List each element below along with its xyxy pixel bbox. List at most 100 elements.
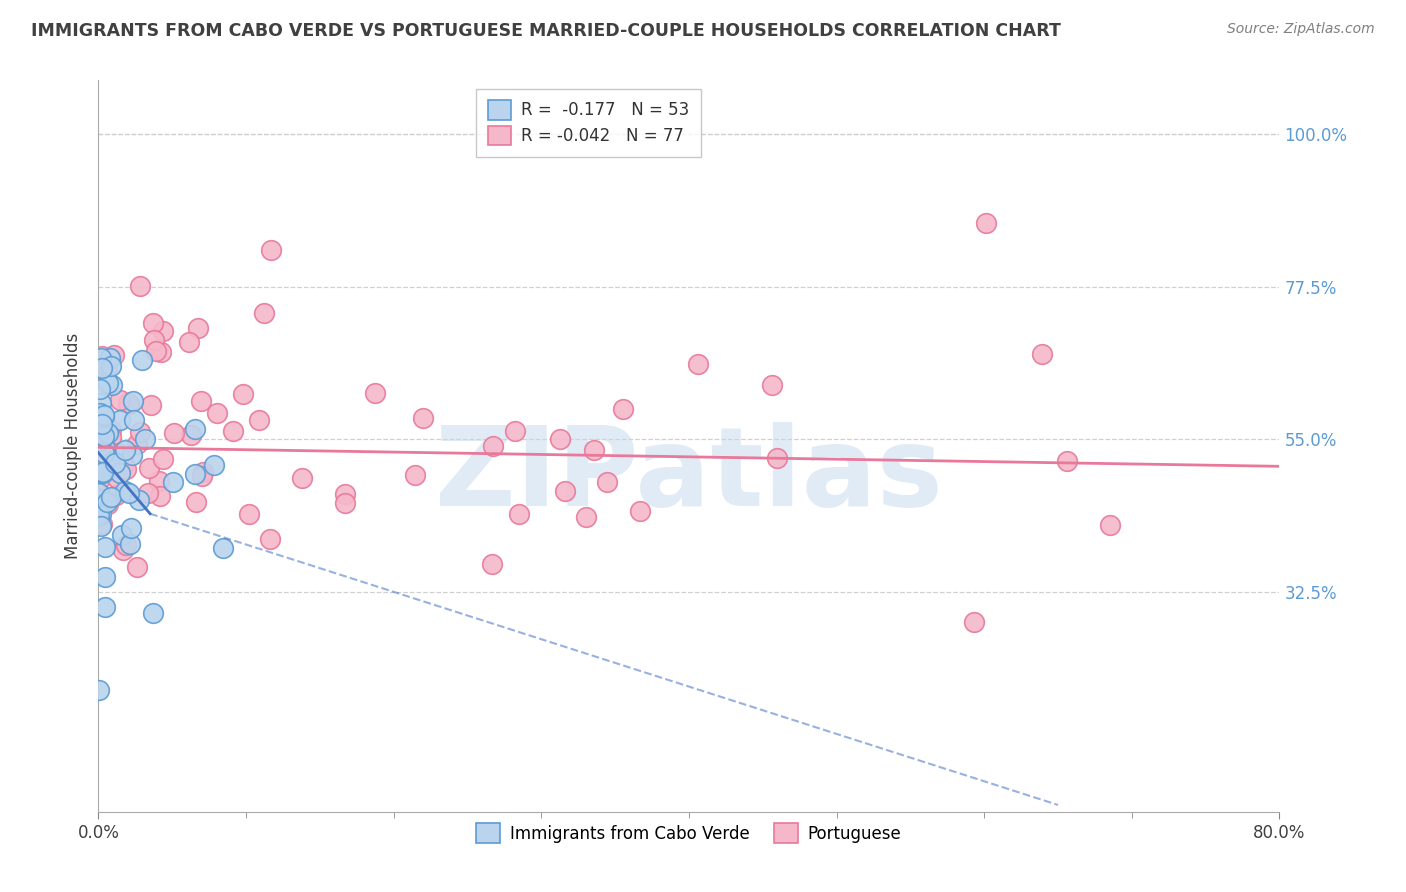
Point: [100, 490, 122, 504]
Point: [89, 430, 111, 444]
Point: [89, 406, 111, 420]
Point: [97, 376, 120, 390]
Y-axis label: Married-couple Households: Married-couple Households: [65, 333, 83, 559]
Point: [114, 483, 136, 498]
Point: [103, 348, 125, 362]
Point: [596, 475, 619, 490]
Point: [503, 424, 526, 438]
Point: [412, 410, 434, 425]
Point: [90, 508, 112, 522]
Point: [118, 536, 141, 550]
Point: [149, 345, 172, 359]
Point: [134, 432, 156, 446]
Point: [121, 521, 143, 535]
Point: [612, 401, 634, 416]
Point: [761, 377, 783, 392]
Point: [148, 474, 170, 488]
Point: [91, 355, 114, 369]
Point: [108, 393, 131, 408]
Point: [108, 413, 131, 427]
Point: [205, 406, 228, 420]
Point: [129, 425, 152, 439]
Point: [118, 396, 141, 410]
Point: [333, 487, 356, 501]
Point: [177, 335, 200, 350]
Point: [128, 278, 150, 293]
Point: [260, 243, 283, 257]
Point: [508, 507, 530, 521]
Point: [141, 398, 163, 412]
Point: [180, 427, 202, 442]
Point: [101, 454, 124, 468]
Point: [628, 504, 651, 518]
Point: [121, 448, 143, 462]
Point: [97, 425, 120, 440]
Point: [548, 432, 571, 446]
Point: [98, 351, 121, 365]
Point: [101, 378, 124, 392]
Point: [91, 466, 114, 480]
Point: [89, 682, 111, 697]
Point: [291, 471, 314, 485]
Point: [184, 422, 207, 436]
Point: [97, 497, 120, 511]
Point: [94, 599, 117, 614]
Point: [976, 215, 998, 229]
Point: [93, 464, 115, 478]
Point: [128, 492, 150, 507]
Point: [111, 527, 134, 541]
Point: [122, 394, 145, 409]
Point: [118, 485, 141, 500]
Point: [125, 559, 148, 574]
Point: [482, 439, 505, 453]
Point: [222, 425, 245, 439]
Point: [117, 395, 139, 409]
Point: [247, 413, 270, 427]
Point: [125, 437, 148, 451]
Point: [184, 467, 207, 481]
Point: [136, 486, 159, 500]
Point: [89, 472, 111, 486]
Point: [90, 351, 112, 365]
Point: [191, 465, 214, 479]
Point: [1099, 518, 1122, 533]
Point: [554, 484, 576, 499]
Point: [96, 359, 118, 374]
Point: [104, 488, 127, 502]
Point: [100, 430, 122, 444]
Point: [89, 434, 111, 448]
Point: [152, 452, 174, 467]
Text: IMMIGRANTS FROM CABO VERDE VS PORTUGUESE MARRIED-COUPLE HOUSEHOLDS CORRELATION C: IMMIGRANTS FROM CABO VERDE VS PORTUGUESE…: [31, 22, 1060, 40]
Point: [131, 352, 153, 367]
Point: [114, 462, 136, 476]
Point: [96, 494, 118, 508]
Point: [142, 316, 165, 330]
Text: ZIPatlas: ZIPatlas: [434, 422, 943, 529]
Text: Source: ZipAtlas.com: Source: ZipAtlas.com: [1227, 22, 1375, 37]
Point: [162, 475, 184, 489]
Point: [481, 557, 503, 571]
Point: [89, 382, 111, 396]
Point: [232, 387, 254, 401]
Point: [114, 442, 136, 457]
Point: [91, 360, 114, 375]
Point: [575, 510, 598, 524]
Point: [583, 442, 606, 457]
Point: [253, 305, 276, 319]
Point: [93, 409, 115, 424]
Point: [138, 461, 160, 475]
Point: [163, 425, 186, 440]
Point: [149, 489, 172, 503]
Point: [259, 532, 281, 546]
Point: [962, 615, 984, 629]
Point: [112, 542, 135, 557]
Point: [91, 465, 114, 479]
Point: [190, 394, 212, 409]
Point: [202, 458, 225, 472]
Point: [108, 467, 131, 481]
Point: [100, 423, 122, 437]
Point: [364, 386, 387, 401]
Point: [94, 441, 117, 455]
Point: [103, 456, 125, 470]
Point: [1031, 347, 1053, 361]
